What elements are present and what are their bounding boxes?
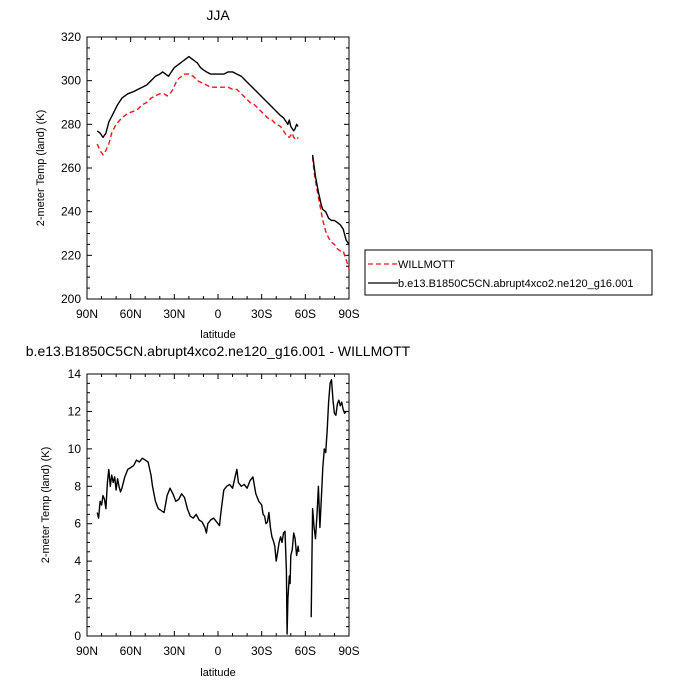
chart-bottom-x-axis-label: latitude	[200, 667, 235, 679]
chart-top-title: JJA	[206, 7, 230, 23]
chart-top-x-tick-label: 30S	[251, 307, 272, 321]
chart-bottom-x-tick-label: 30S	[251, 644, 272, 658]
chart-bottom-y-tick-label: 14	[68, 367, 82, 381]
chart-top-series-0-line	[96, 73, 299, 156]
chart-top-y-tick-label: 280	[61, 117, 81, 131]
chart-top-series	[96, 55, 350, 269]
chart-top-x-tick-label: 60N	[120, 307, 142, 321]
chart-bottom-series-0-line	[310, 378, 347, 618]
chart-bottom-x-axis: 90N 60N 30N 0 30S 60S 90S	[76, 374, 360, 658]
chart-bottom-x-tick-label: 90S	[338, 644, 359, 658]
chart-bottom-frame	[86, 373, 350, 637]
chart-top-series-0-line	[311, 157, 350, 269]
chart-top-y-axis-label: 2-meter Temp (land) (K)	[35, 110, 47, 227]
chart-top-x-tick-label: 30N	[163, 307, 185, 321]
chart-bottom-x-tick-label: 30N	[163, 644, 185, 658]
chart-top-y-tick-label: 300	[61, 74, 81, 88]
chart-bottom-y-axis-label: 2-meter Temp (land) (K)	[40, 447, 52, 564]
chart-top-y-tick-label: 220	[61, 248, 81, 262]
chart-top-x-tick-label: 90S	[338, 307, 359, 321]
chart-top-y-tick-label: 240	[61, 205, 81, 219]
chart-top-y-tick-label: 200	[61, 292, 81, 306]
chart-top-series-1-line	[311, 154, 350, 245]
chart-top-y-tick-label: 260	[61, 161, 81, 175]
chart-top-x-tick-label: 60S	[295, 307, 316, 321]
chart-bottom-x-tick-label: 0	[215, 644, 222, 658]
legend-label-willmott: WILLMOTT	[398, 259, 455, 271]
chart-bottom-x-tick-label: 60N	[120, 644, 142, 658]
chart-top-x-axis-label: latitude	[200, 329, 235, 341]
chart-top-x-tick-label: 0	[215, 307, 222, 321]
chart-bottom-y-tick-label: 12	[68, 404, 82, 418]
chart-bottom-x-tick-label: 90N	[76, 644, 98, 658]
chart-top-y-tick-label: 320	[61, 30, 81, 44]
chart-top-frame	[86, 36, 350, 300]
chart-bottom-y-tick-label: 8	[74, 479, 81, 493]
chart-bottom-x-tick-label: 60S	[295, 644, 316, 658]
legend: WILLMOTT b.e13.B1850C5CN.abrupt4xco2.ne1…	[364, 249, 653, 296]
chart-top-x-axis: 90N 60N 30N 0 30S 60S 90S	[76, 37, 360, 321]
chart-top-series-1-line	[96, 55, 299, 139]
chart-top-y-axis: 200 220 240 260 280 300 320	[61, 30, 349, 306]
chart-top-x-tick-label: 90N	[76, 307, 98, 321]
chart-bottom-y-tick-label: 2	[74, 592, 81, 606]
chart-bottom-series-0-line	[96, 457, 300, 635]
chart-bottom-title: b.e13.B1850C5CN.abrupt4xco2.ne120_g16.00…	[26, 343, 411, 359]
chart-bottom-y-tick-label: 6	[74, 517, 81, 531]
legend-box	[364, 249, 653, 296]
chart-bottom-series	[96, 378, 347, 635]
chart-bottom-y-axis: 0 2 4 6 8 10 12 14	[68, 367, 349, 643]
chart-bottom: b.e13.B1850C5CN.abrupt4xco2.ne120_g16.00…	[26, 343, 411, 679]
chart-bottom-y-tick-label: 0	[74, 629, 81, 643]
chart-bottom-y-tick-label: 4	[74, 554, 81, 568]
legend-label-model: b.e13.B1850C5CN.abrupt4xco2.ne120_g16.00…	[398, 278, 633, 290]
chart-bottom-y-tick-label: 10	[68, 442, 82, 456]
chart-top: JJA 200 220 240 260 280 300 320 90N 60N 30N 0 30S 6…	[35, 7, 360, 341]
